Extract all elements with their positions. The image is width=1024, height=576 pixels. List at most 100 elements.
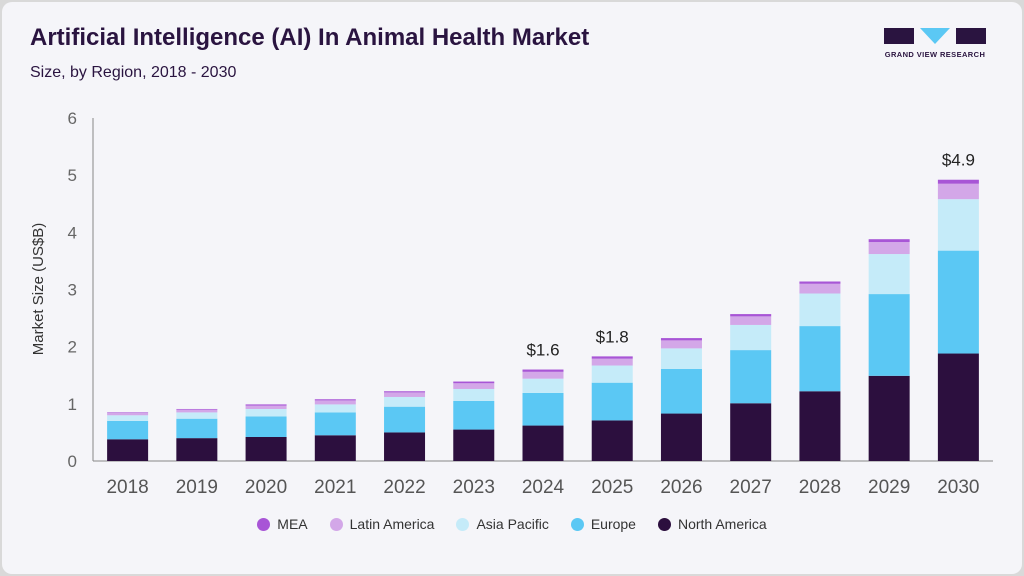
bar-segment-asia-pacific	[107, 415, 149, 421]
legend-label: Asia Pacific	[476, 516, 549, 532]
bar-segment-north-america	[522, 425, 564, 461]
legend-label: MEA	[277, 516, 308, 532]
bar-segment-europe	[453, 400, 495, 430]
bar-segment-europe	[176, 418, 218, 439]
y-tick-label: 4	[68, 223, 77, 242]
y-tick-label: 1	[68, 395, 77, 414]
bar-segment-mea	[591, 356, 633, 359]
logo-text: GRAND VIEW RESEARCH	[884, 50, 986, 59]
bar-segment-mea	[937, 179, 979, 184]
bar-segment-mea	[453, 381, 495, 384]
bar-segment-mea	[799, 281, 841, 284]
bar-segment-europe	[799, 326, 841, 392]
total-data-label: $1.8	[596, 327, 629, 346]
chart-legend: MEA Latin America Asia Pacific Europe North …	[0, 516, 1024, 532]
x-tick-label: 2019	[176, 477, 218, 498]
bar-segment-asia-pacific	[660, 348, 702, 369]
bar-segment-asia-pacific	[730, 324, 772, 351]
bar-segment-asia-pacific	[591, 365, 633, 383]
x-tick-label: 2028	[799, 477, 841, 498]
x-tick-label: 2025	[591, 477, 633, 498]
legend-label: Europe	[590, 516, 636, 532]
bar-segment-mea	[660, 338, 702, 341]
grand-view-research-logo: GRAND VIEW RESEARCH	[884, 26, 986, 66]
bar-segment-asia-pacific	[868, 254, 910, 295]
legend-item: Europe	[570, 516, 636, 532]
bar-segment-latin-america	[937, 183, 979, 200]
bar-segment-asia-pacific	[799, 293, 841, 327]
x-tick-label: 2024	[522, 477, 565, 498]
bar-segment-mea	[107, 412, 149, 413]
x-tick-label: 2029	[868, 477, 910, 498]
bar-segment-latin-america	[314, 400, 356, 405]
x-tick-label: 2022	[383, 477, 425, 498]
bar-segment-latin-america	[799, 283, 841, 294]
bar-segment-mea	[868, 239, 910, 243]
bar-segment-latin-america	[453, 383, 495, 389]
y-tick-label: 3	[68, 281, 77, 300]
y-tick-label: 5	[68, 166, 77, 185]
legend-item: MEA	[257, 516, 308, 532]
total-data-label: $1.6	[526, 341, 559, 360]
chart-subtitle: Size, by Region, 2018 - 2030	[30, 64, 237, 81]
x-tick-label: 2020	[245, 477, 287, 498]
legend-item: Asia Pacific	[456, 516, 549, 532]
bar-segment-north-america	[660, 413, 702, 461]
bar-segment-asia-pacific	[314, 404, 356, 413]
bar-segment-latin-america	[868, 242, 910, 255]
bar-segment-europe	[591, 382, 633, 421]
y-axis-label: Market Size (US$B)	[30, 223, 47, 356]
bar-segment-europe	[730, 350, 772, 404]
bar-segment-europe	[384, 406, 426, 433]
bar-segment-north-america	[868, 375, 910, 461]
bar-segment-latin-america	[660, 340, 702, 349]
chart-title: Artificial Intelligence (AI) In Animal H…	[30, 24, 590, 51]
bar-segment-north-america	[453, 429, 495, 461]
bar-segment-europe	[660, 368, 702, 414]
bar-segment-north-america	[937, 353, 979, 461]
bar-segment-europe	[937, 250, 979, 354]
x-tick-label: 2027	[730, 477, 772, 498]
bar-segment-latin-america	[522, 371, 564, 379]
logo-mark-icon	[884, 28, 986, 44]
bar-segment-asia-pacific	[522, 378, 564, 393]
legend-item: Latin America	[329, 516, 435, 532]
y-tick-label: 2	[68, 338, 77, 357]
total-data-label: $4.9	[942, 151, 975, 170]
bar-segment-asia-pacific	[384, 396, 426, 407]
legend-swatch-icon	[456, 517, 470, 531]
bar-segment-north-america	[384, 432, 426, 461]
bar-segment-europe	[522, 392, 564, 426]
bar-segment-mea	[730, 314, 772, 317]
legend-swatch-icon	[257, 517, 271, 531]
bar-segment-europe	[868, 294, 910, 376]
bar-segment-latin-america	[107, 412, 149, 416]
bar-segment-asia-pacific	[453, 388, 495, 401]
y-tick-label: 0	[68, 452, 77, 471]
bar-segment-europe	[107, 420, 149, 440]
legend-item: North America	[657, 516, 767, 532]
bar-segment-latin-america	[730, 316, 772, 325]
legend-label: Latin America	[349, 516, 435, 532]
legend-label: North America	[677, 516, 767, 532]
x-tick-label: 2030	[937, 477, 979, 498]
bar-segment-asia-pacific	[245, 408, 287, 417]
x-tick-label: 2021	[314, 477, 356, 498]
legend-swatch-icon	[329, 517, 343, 531]
bar-segment-north-america	[245, 436, 287, 461]
bar-segment-north-america	[314, 435, 356, 461]
bar-segment-mea	[384, 391, 426, 393]
bar-segment-mea	[245, 404, 287, 406]
x-tick-label: 2026	[660, 477, 702, 498]
legend-swatch-icon	[657, 517, 671, 531]
bar-segment-latin-america	[176, 409, 218, 413]
y-tick-label: 6	[68, 109, 77, 128]
bar-segment-latin-america	[245, 405, 287, 409]
x-tick-label: 2023	[453, 477, 495, 498]
bar-segment-north-america	[176, 438, 218, 461]
bar-segment-mea	[176, 408, 218, 410]
bar-segment-asia-pacific	[937, 199, 979, 251]
legend-swatch-icon	[570, 517, 584, 531]
